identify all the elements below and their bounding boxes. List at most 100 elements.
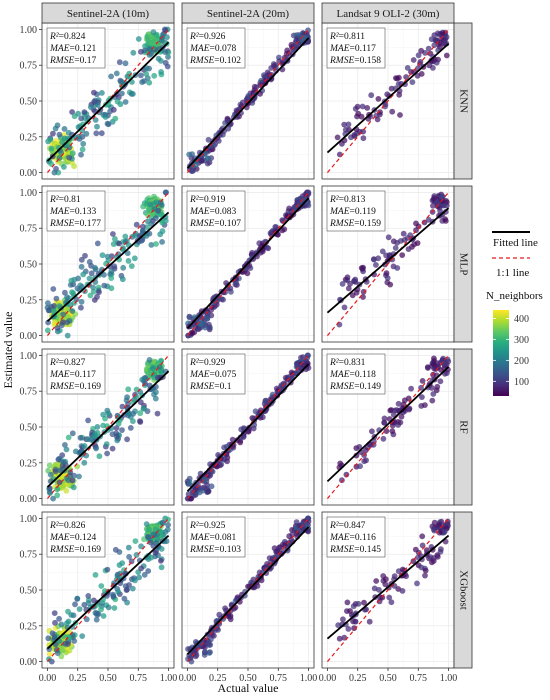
scatter-panel: R²=0.925 MAE=0.081 RMSE=0.103 [181, 511, 315, 669]
scatter-point [95, 271, 102, 277]
x-tick-label: 0.25 [69, 673, 87, 684]
scatter-point [80, 140, 87, 147]
stat-mae-label: MAE [189, 533, 210, 543]
scatter-point [418, 564, 425, 571]
scatter-point [83, 130, 90, 137]
scatter-point [400, 230, 407, 237]
scatter-point [409, 79, 416, 85]
column-strip-label: Sentinel-2A (20m) [207, 8, 290, 20]
scatter-point [138, 48, 144, 55]
scatter-point [78, 115, 85, 122]
stat-mae-value: =0.116 [350, 533, 377, 543]
scatter-point [70, 484, 77, 491]
colorbar [493, 310, 509, 396]
scatter-point [76, 473, 82, 480]
stat-r2-label: R² [49, 358, 59, 368]
scatter-point [188, 495, 195, 502]
scatter-point [48, 145, 55, 152]
scatter-point [422, 572, 428, 579]
stats-box-bg [46, 27, 106, 69]
scatter-point [356, 444, 363, 450]
scatter-point [81, 109, 88, 115]
scatter-point [119, 79, 126, 86]
scatter-point [148, 242, 155, 248]
y-tick-label: 0.25 [20, 132, 38, 143]
scatter-point [111, 263, 118, 270]
scatter-points [45, 515, 172, 665]
scatter-point [159, 219, 166, 226]
scatter-point [56, 479, 63, 486]
scatter-point [380, 435, 387, 442]
scatter-points [45, 26, 172, 176]
scatter-point [208, 483, 215, 490]
scatter-point [252, 408, 259, 415]
stat-r2-label: R² [49, 32, 59, 42]
scatter-points [326, 29, 450, 173]
stat-mae-label: MAE [49, 533, 70, 543]
y-tick-label: 1.00 [20, 351, 38, 362]
scatter-point [383, 428, 390, 434]
scatter-point [151, 38, 158, 45]
scatter-point [289, 44, 295, 50]
scatter-point [152, 215, 159, 222]
scatter-point [111, 605, 118, 611]
scatter-point [151, 72, 158, 79]
scatter-point [358, 113, 365, 120]
stat-rmse: RMSE=0.158 [329, 56, 381, 66]
stat-rmse: RMSE=0.103 [189, 545, 241, 555]
scatter-points [44, 189, 170, 339]
scatter-point [69, 150, 76, 157]
scatter-point [157, 199, 164, 206]
scatter-points [326, 518, 451, 662]
y-axis-title: Estimated value [1, 312, 15, 389]
x-tick-label: 0.00 [179, 673, 197, 684]
scatter-point [414, 580, 420, 587]
stat-mae: MAE=0.078 [189, 44, 237, 54]
stats-box-bg [326, 353, 386, 395]
x-tick-label: 1.00 [160, 673, 178, 684]
scatter-point [124, 250, 131, 257]
scatter-point [164, 526, 171, 533]
scatter-point [158, 557, 164, 564]
scatter-point [361, 458, 368, 465]
scatter-point [130, 49, 137, 56]
scatter-point [408, 385, 414, 392]
scatter-panel: R²=0.81 MAE=0.133 RMSE=0.177 [41, 185, 175, 343]
one-to-one-line [326, 29, 450, 173]
stat-rmse-value: =0.177 [74, 219, 101, 229]
stat-mae-value: =0.117 [70, 370, 97, 380]
scatter-point [437, 378, 444, 385]
scatter-point [138, 543, 145, 550]
scatter-point [206, 325, 213, 331]
scatter-point [207, 641, 214, 648]
scatter-point [62, 289, 68, 296]
scatter-point [99, 252, 106, 259]
scatter-point [102, 114, 109, 120]
scatter-point [354, 103, 361, 110]
stat-r2-label: R² [49, 195, 59, 205]
stats-box-bg [46, 190, 106, 232]
scatter-point [157, 529, 164, 535]
scatter-point [374, 116, 381, 123]
scatter-point [145, 206, 152, 213]
x-tick-label: 0.25 [349, 673, 367, 684]
x-tick-label: 0.75 [130, 673, 148, 684]
scatter-point [190, 167, 196, 174]
scatter-point [50, 307, 57, 314]
y-tick-label: 0.00 [20, 494, 38, 505]
scatter-point [158, 564, 165, 571]
scatter-point [44, 327, 51, 334]
scatter-point [162, 49, 169, 55]
scatter-point [430, 526, 437, 533]
scatter-point [397, 419, 404, 426]
scatter-point [101, 282, 108, 289]
y-tick-label: 0.50 [20, 586, 38, 597]
scatter-panel: R²=0.919 MAE=0.083 RMSE=0.107 [181, 185, 315, 343]
scatter-point [109, 445, 116, 452]
x-tick-label: 0.50 [379, 673, 397, 684]
stat-r2-label: R² [329, 358, 339, 368]
scatter-point [69, 109, 75, 115]
scatter-point [61, 125, 68, 132]
scatter-point [54, 122, 61, 129]
stat-mae-value: =0.078 [210, 44, 237, 54]
